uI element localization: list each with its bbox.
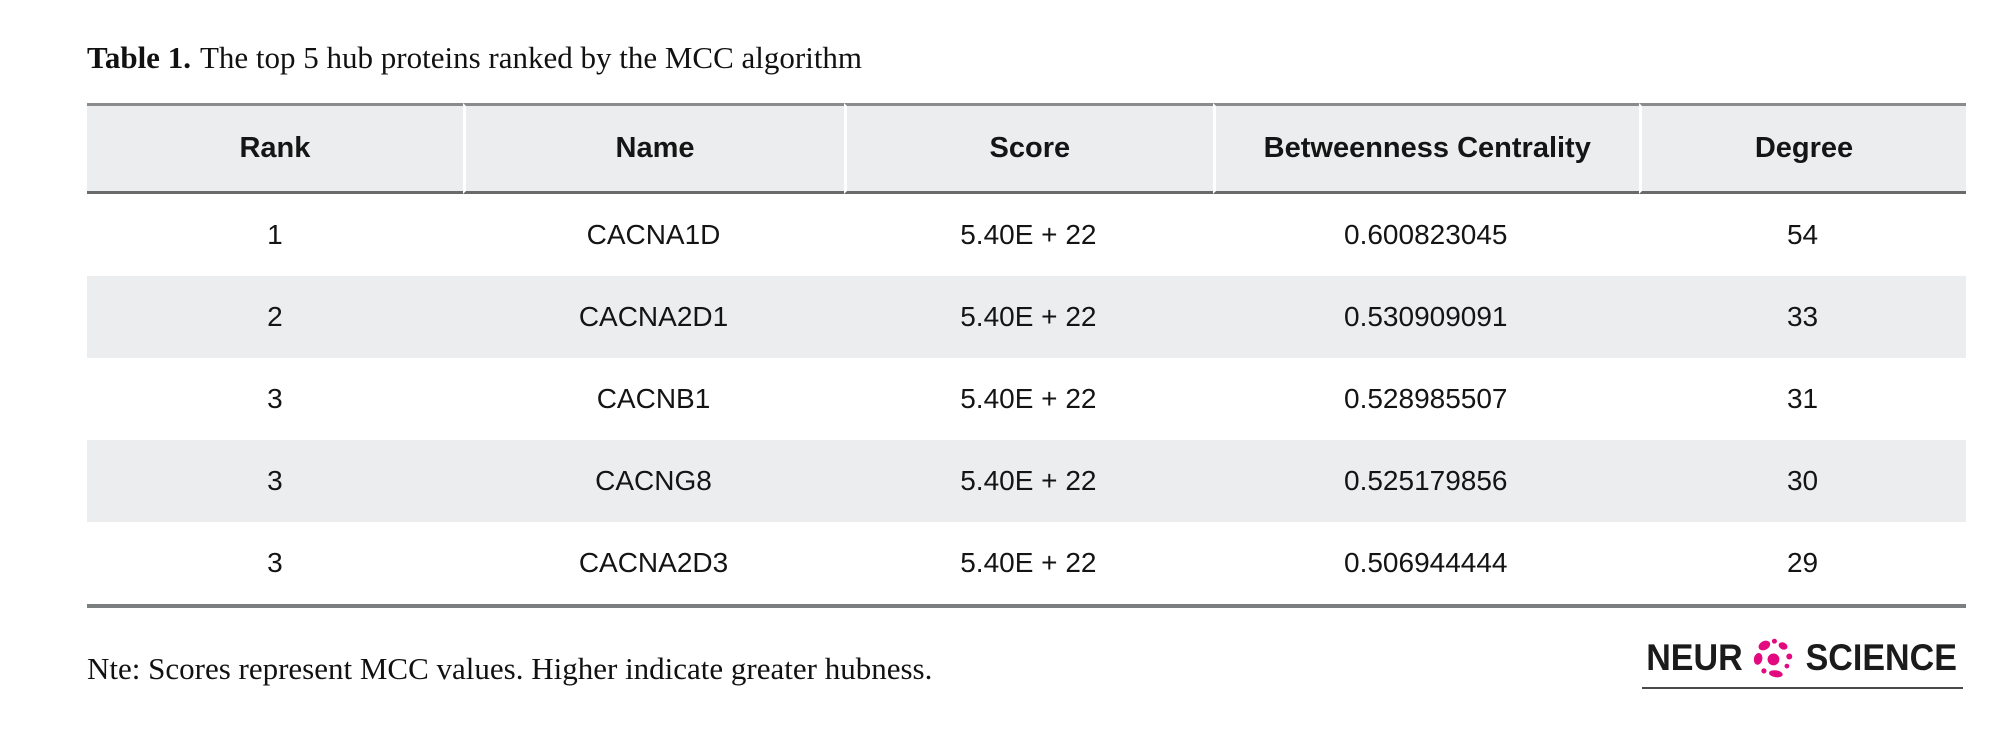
- table-row: 3 CACNA2D3 5.40E + 22 0.506944444 29: [87, 522, 1966, 608]
- table-cell: CACNA2D3: [462, 522, 845, 608]
- logo-text-science: SCIENCE: [1805, 636, 1957, 678]
- table-cell: 0.528985507: [1344, 383, 1508, 414]
- table-cell: CACNA2D1: [462, 276, 845, 358]
- column-header: Score: [844, 103, 1213, 194]
- table-cell: 5.40E + 22: [844, 276, 1213, 358]
- table-cell: 3: [267, 383, 283, 414]
- table-row: 3 CACNG8 5.40E + 22 0.525179856 30: [87, 440, 1966, 522]
- neuroscience-cell-icon: [1753, 638, 1792, 678]
- column-header: Rank: [87, 103, 463, 194]
- logo-text-neur: NEUR: [1645, 636, 1743, 678]
- table-caption-text: The top 5 hub proteins ranked by the MCC…: [199, 40, 863, 75]
- table-caption-label: Table 1.: [87, 40, 191, 75]
- table-note: Nte: Scores represent MCC values. Higher…: [87, 651, 933, 686]
- table-cell: 1: [267, 219, 283, 250]
- table-cell: 3: [87, 522, 463, 608]
- table-cell: 0.600823045: [1344, 219, 1508, 250]
- table-header: Rank Name Score Betweenness Centrality Degre…: [87, 103, 1966, 194]
- table-cell: 30: [1639, 440, 1966, 522]
- table-cell: 5.40E + 22: [960, 383, 1097, 414]
- hub-proteins-table: Rank Name Score Betweenness Centrality Degre…: [87, 103, 1966, 608]
- table-cell: 31: [1786, 383, 1819, 414]
- table-cell: 0.530909091: [1212, 276, 1640, 358]
- column-header: Name: [462, 103, 845, 194]
- table-cell: 0.525179856: [1212, 440, 1640, 522]
- table-header-row: Rank Name Score Betweenness Centrality Degre…: [87, 103, 1966, 194]
- table-row: 3 CACNB1 5.40E + 22 0.528985507 31: [87, 358, 1966, 440]
- table-cell: CACNA1D: [586, 219, 721, 250]
- column-header: Degree: [1639, 103, 1966, 194]
- table-cell: 0.506944444: [1212, 522, 1640, 608]
- journal-logo: NEUR SCIENCE: [1641, 634, 1963, 689]
- table-cell: CACNG8: [462, 440, 845, 522]
- table-cell: 5.40E + 22: [960, 219, 1097, 250]
- table-body: 1 CACNA1D 5.40E + 22 0.600823045 54 2 CACNA2D1…: [87, 194, 1966, 608]
- table-cell: 54: [1786, 219, 1819, 250]
- table-cell: 2: [87, 276, 463, 358]
- table-caption: Table 1. The top 5 hub proteins ranked by…: [87, 40, 1966, 76]
- table-cell: 5.40E + 22: [844, 440, 1213, 522]
- table-row: 2 CACNA2D1 5.40E + 22 0.530909091 33: [87, 276, 1966, 358]
- table-cell: 29: [1639, 522, 1966, 608]
- table-footer: Nte: Scores represent MCC values. Higher…: [87, 634, 1966, 689]
- table-cell: 33: [1639, 276, 1966, 358]
- table-row: 1 CACNA1D 5.40E + 22 0.600823045 54: [87, 194, 1966, 276]
- table-cell: 3: [87, 440, 463, 522]
- column-header: Betweenness Centrality: [1212, 103, 1640, 194]
- table-cell: 5.40E + 22: [844, 522, 1213, 608]
- table-cell: CACNB1: [596, 383, 711, 414]
